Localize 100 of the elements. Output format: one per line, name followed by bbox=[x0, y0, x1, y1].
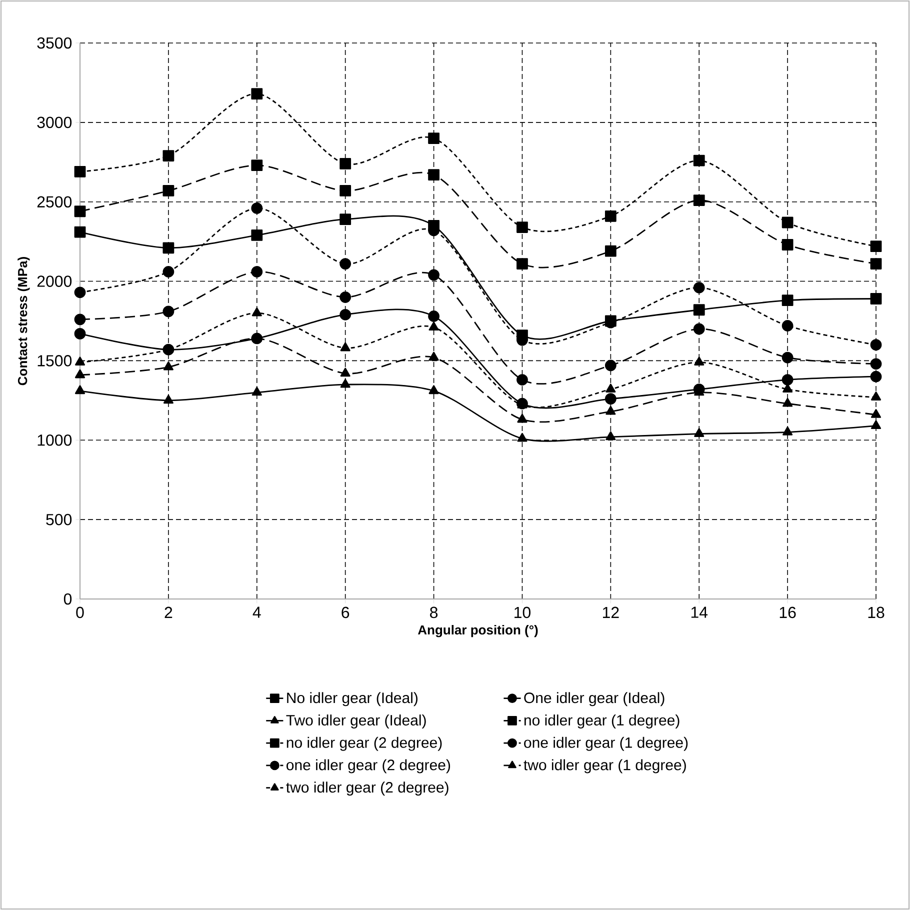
point bbox=[604, 360, 616, 372]
point bbox=[870, 420, 882, 430]
point bbox=[163, 361, 174, 370]
point bbox=[782, 384, 793, 393]
point bbox=[74, 328, 86, 340]
legend-label: Two idler gear (Ideal) bbox=[286, 714, 426, 729]
point bbox=[74, 206, 86, 218]
point bbox=[162, 266, 174, 278]
point bbox=[162, 150, 174, 162]
point bbox=[162, 306, 174, 318]
y-tick-label: 3000 bbox=[37, 116, 72, 128]
x-tick-label: 4 bbox=[252, 606, 261, 618]
point bbox=[74, 356, 86, 366]
x-axis-title: Angular position (°) bbox=[418, 624, 538, 638]
point bbox=[340, 291, 352, 303]
point bbox=[163, 394, 174, 404]
point bbox=[74, 226, 86, 238]
point bbox=[870, 409, 882, 418]
point bbox=[517, 432, 528, 442]
x-tick-label: 16 bbox=[780, 606, 796, 618]
point bbox=[870, 258, 882, 270]
point bbox=[870, 358, 882, 370]
point bbox=[516, 258, 528, 270]
point bbox=[340, 258, 352, 270]
point bbox=[251, 266, 263, 278]
point bbox=[428, 132, 440, 144]
point bbox=[74, 369, 86, 378]
x-tick-label: 2 bbox=[164, 606, 172, 618]
point bbox=[693, 194, 705, 206]
point bbox=[74, 166, 86, 178]
point bbox=[693, 154, 705, 166]
point bbox=[604, 245, 616, 257]
x-tick-label: 0 bbox=[76, 606, 84, 618]
x-tick-label: 6 bbox=[342, 606, 350, 618]
point bbox=[782, 374, 794, 386]
legend-label: No idler gear (Ideal) bbox=[287, 692, 418, 706]
point bbox=[251, 230, 263, 241]
point bbox=[340, 158, 352, 170]
point bbox=[606, 384, 616, 393]
point bbox=[340, 308, 352, 320]
point bbox=[870, 339, 882, 351]
point bbox=[693, 282, 705, 294]
point bbox=[428, 385, 439, 394]
point bbox=[340, 185, 352, 196]
point bbox=[517, 414, 528, 423]
point bbox=[516, 374, 528, 386]
point bbox=[693, 323, 705, 335]
y-tick-label: 0 bbox=[64, 593, 72, 605]
point bbox=[604, 393, 616, 405]
y-tick-label: 2500 bbox=[37, 196, 72, 208]
point bbox=[74, 314, 86, 326]
point bbox=[74, 385, 86, 394]
point bbox=[252, 307, 262, 316]
point bbox=[340, 378, 350, 388]
y-axis-title: Contact stress (MPa) bbox=[18, 257, 30, 386]
x-tick-label: 10 bbox=[514, 606, 530, 618]
point bbox=[870, 240, 882, 252]
point bbox=[782, 352, 794, 364]
point bbox=[870, 293, 882, 304]
point bbox=[251, 202, 263, 214]
point bbox=[340, 342, 350, 352]
point bbox=[428, 352, 439, 361]
point bbox=[606, 406, 616, 415]
point bbox=[340, 214, 352, 226]
point bbox=[604, 210, 616, 222]
point bbox=[782, 398, 793, 407]
x-tick-label: 8 bbox=[430, 606, 438, 618]
x-tick-label: 14 bbox=[691, 606, 708, 618]
legend-label: two idler gear (2 degree) bbox=[286, 782, 448, 796]
x-tick-label: 12 bbox=[603, 606, 619, 618]
legend-label: one idler gear (2 degree) bbox=[286, 759, 450, 774]
point bbox=[782, 294, 794, 306]
point bbox=[428, 269, 440, 281]
point bbox=[428, 169, 440, 181]
point bbox=[428, 322, 439, 331]
point bbox=[694, 356, 704, 366]
legend-label: one idler gear (1 degree) bbox=[524, 736, 688, 751]
point bbox=[516, 222, 528, 233]
point bbox=[693, 304, 705, 316]
point bbox=[782, 320, 794, 332]
point bbox=[782, 216, 794, 228]
point bbox=[252, 386, 262, 396]
point bbox=[870, 392, 882, 400]
legend-label: two idler gear (1 degree) bbox=[524, 759, 686, 774]
point bbox=[694, 428, 704, 437]
point bbox=[428, 310, 440, 322]
point bbox=[251, 88, 263, 100]
point bbox=[782, 426, 793, 436]
y-tick-label: 500 bbox=[46, 514, 72, 526]
point bbox=[870, 370, 882, 382]
legend-label: no idler gear (1 degree) bbox=[524, 714, 680, 729]
point bbox=[162, 185, 174, 196]
point bbox=[606, 431, 616, 440]
y-tick-label: 3500 bbox=[37, 37, 72, 49]
point bbox=[74, 286, 86, 298]
y-tick-label: 2000 bbox=[37, 276, 72, 287]
legend-label: no idler gear (2 degree) bbox=[286, 736, 442, 751]
point bbox=[340, 368, 350, 377]
point bbox=[782, 239, 794, 250]
y-tick-label: 1500 bbox=[38, 355, 72, 366]
